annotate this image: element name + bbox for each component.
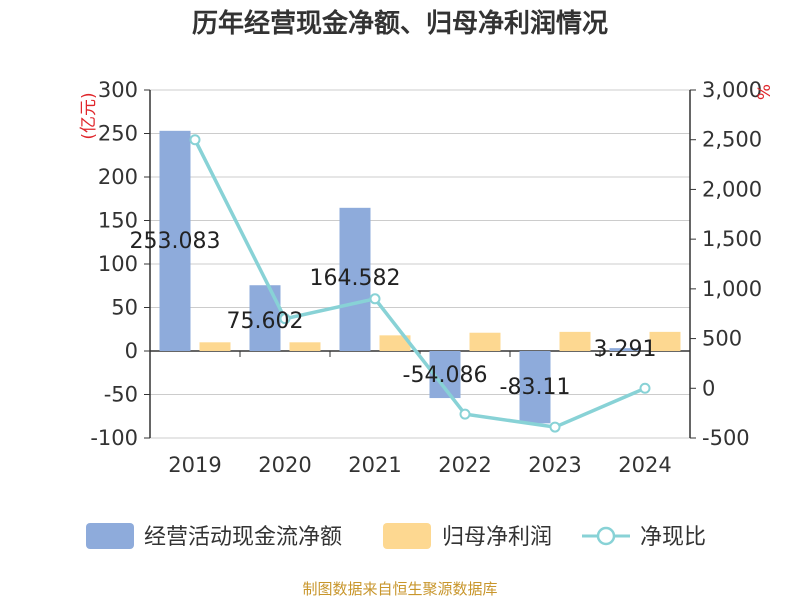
legend-label-cash-ratio: 净现比 [640, 525, 706, 550]
line-cash-ratio-point [369, 293, 381, 305]
bar-net-profit [379, 335, 411, 351]
bar-operating-cashflow [609, 348, 641, 351]
data-label-operating-cashflow: 164.582 [310, 266, 401, 291]
y-right-tick-label: 1,000 [702, 277, 762, 301]
chart-title: 历年经营现金净额、归母净利润情况 [192, 8, 608, 39]
y-right-tick-label: 2,500 [702, 128, 762, 152]
data-label-operating-cashflow: -83.11 [500, 375, 571, 400]
bar-net-profit [649, 331, 681, 351]
y-left-tick-label: 100 [98, 252, 138, 276]
x-tick-label: 2021 [348, 453, 401, 477]
data-label-operating-cashflow: 3.291 [594, 337, 657, 362]
y-left-tick-label: 250 [98, 122, 138, 146]
y-right-tick-label: 2,000 [702, 177, 762, 201]
data-label-operating-cashflow: -54.086 [403, 363, 488, 388]
y-left-axis-label: (亿元) [79, 92, 99, 139]
y-right-tick-label: -500 [702, 426, 750, 450]
y-left-tick-label: 0 [125, 339, 138, 363]
line-cash-ratio-point [459, 408, 471, 420]
bar-operating-cashflow [339, 207, 371, 351]
legend-swatch-operating-cashflow [86, 523, 134, 549]
bar-operating-cashflow [519, 351, 551, 424]
line-cash-ratio-point [189, 134, 201, 146]
y-right-tick-label: 1,500 [702, 227, 762, 251]
data-label-operating-cashflow: 253.083 [130, 229, 221, 254]
y-left-tick-label: -100 [90, 426, 138, 450]
x-tick-label: 2023 [528, 453, 581, 477]
line-cash-ratio-point [549, 421, 561, 433]
y-right-tick-label: 0 [702, 376, 715, 400]
y-left-tick-label: 150 [98, 209, 138, 233]
line-cash-ratio-point [639, 382, 651, 394]
line-cash-ratio [193, 138, 646, 429]
y-left-tick-label: 200 [98, 165, 138, 189]
bar-operating-cashflow [159, 130, 191, 351]
y-left-tick-label: 50 [111, 296, 138, 320]
x-tick-label: 2020 [258, 453, 311, 477]
y-right-axis-label: % [755, 84, 775, 100]
data-label-operating-cashflow: 75.602 [227, 309, 304, 334]
x-tick-label: 2024 [618, 453, 671, 477]
y-left-tick-label: 300 [98, 78, 138, 102]
legend-label-net-profit: 归母净利润 [442, 525, 552, 550]
x-tick-label: 2019 [168, 453, 221, 477]
bar-net-profit [469, 332, 501, 351]
bar-net-profit [289, 342, 321, 351]
line-cash-ratio-point [279, 313, 291, 325]
y-right-tick-label: 500 [702, 327, 742, 351]
y-left-tick-label: -50 [104, 383, 138, 407]
x-tick-label: 2022 [438, 453, 491, 477]
bar-net-profit [199, 342, 231, 351]
legend-label-operating-cashflow: 经营活动现金流净额 [144, 525, 342, 550]
bar-net-profit [559, 331, 591, 351]
legend-swatch-net-profit [383, 523, 431, 549]
legend-swatch-cash-ratio-marker [596, 526, 616, 546]
footer-source: 制图数据来自恒生聚源数据库 [302, 580, 498, 598]
y-right-tick-label: 3,000 [702, 78, 762, 102]
